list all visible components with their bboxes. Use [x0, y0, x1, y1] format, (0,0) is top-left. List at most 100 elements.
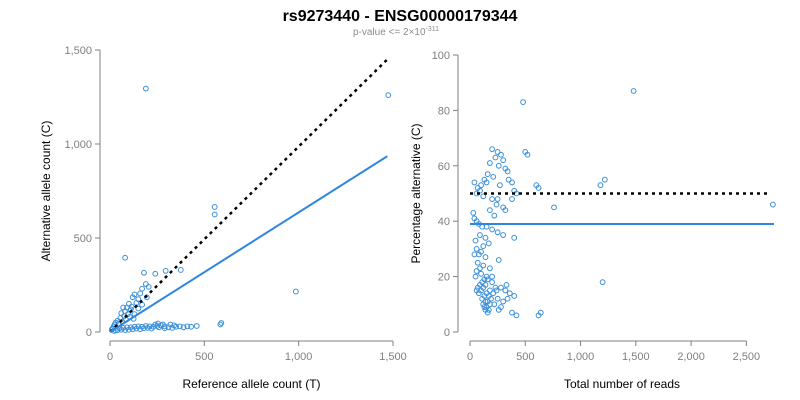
right-data-point: [509, 179, 515, 186]
left-fit-line: [109, 155, 388, 333]
right-data-point: [498, 151, 504, 158]
right-data-point: [494, 295, 501, 302]
left-data-point: [217, 321, 224, 328]
right-data-point: [484, 171, 491, 178]
right-data-point: [486, 160, 493, 166]
right-data-point: [474, 259, 481, 266]
left-scatter-panel: 0 500 1,000 1,500 0 500 1,000 1,500 Reference al…: [39, 45, 407, 391]
left-data-point: [177, 267, 184, 273]
right-data-point: [524, 151, 531, 158]
right-data-point: [495, 162, 502, 169]
left-data-point: [129, 326, 136, 333]
left-x-tick-label: 1,500: [379, 351, 407, 363]
right-data-point: [551, 204, 557, 211]
right-data-point: [481, 304, 488, 310]
left-data-point: [188, 323, 195, 330]
right-data-point: [471, 179, 478, 186]
left-y-tick-label: 0: [86, 327, 92, 339]
right-data-point: [486, 287, 493, 294]
right-data-point: [489, 273, 496, 280]
right-data-point: [490, 173, 497, 180]
right-data-point: [492, 284, 499, 291]
right-data-point: [513, 312, 520, 319]
right-data-point: [769, 201, 776, 208]
left-data-point: [137, 290, 144, 297]
right-x-tick-label: 0: [467, 351, 473, 363]
right-data-point: [470, 209, 477, 216]
left-data-point: [171, 322, 178, 329]
left-data-point: [156, 324, 162, 331]
left-y-tick-label: 500: [74, 233, 92, 245]
right-data-point: [506, 290, 513, 297]
right-data-point: [504, 168, 511, 175]
right-data-point: [471, 251, 478, 258]
right-y-tick-label: 100: [432, 50, 450, 62]
left-data-point: [144, 324, 151, 331]
left-data-point: [176, 323, 183, 330]
right-x-axis-label: Total number of reads: [564, 377, 680, 391]
right-data-point: [509, 309, 515, 316]
right-data-point: [480, 243, 487, 250]
left-data-point: [141, 269, 147, 276]
left-data-point: [128, 303, 135, 310]
left-data-point: [184, 323, 191, 330]
left-data-point: [167, 321, 174, 328]
left-reference-line: [109, 56, 391, 333]
right-data-point: [480, 301, 487, 308]
right-data-point: [498, 284, 504, 291]
left-data-point: [125, 326, 132, 333]
right-data-point: [484, 276, 491, 283]
left-data-point: [148, 325, 155, 332]
right-x-tick-label: 1,000: [567, 351, 595, 363]
right-data-point: [486, 265, 493, 272]
left-y-axis-label: Alternative allele count (C): [39, 121, 53, 262]
right-data-point: [509, 196, 515, 202]
right-data-point: [474, 284, 481, 291]
left-data-point: [118, 326, 125, 333]
right-data-point: [491, 212, 498, 219]
right-data-point: [537, 309, 544, 316]
left-data-point: [122, 327, 128, 334]
right-data-point: [502, 287, 509, 294]
right-data-point: [477, 232, 483, 238]
right-data-point: [480, 193, 487, 200]
left-data-point: [152, 270, 159, 277]
left-x-axis-label: Reference allele count (T): [182, 377, 320, 391]
right-data-point: [485, 240, 492, 247]
right-data-point: [493, 201, 500, 208]
left-data-point: [385, 92, 392, 99]
right-data-point: [520, 99, 526, 105]
right-x-tick-label: 2,500: [733, 351, 761, 363]
left-data-point: [162, 268, 169, 274]
right-data-point: [505, 176, 512, 183]
left-data-point: [180, 324, 187, 331]
right-data-point: [483, 179, 490, 186]
right-data-point: [478, 182, 484, 189]
right-data-point: [482, 254, 489, 261]
right-data-point: [496, 182, 503, 189]
right-data-point: [480, 262, 487, 269]
left-y-tick-label: 1,500: [64, 45, 92, 57]
right-data-point: [492, 154, 499, 161]
right-data-point: [486, 207, 493, 214]
right-data-point: [489, 226, 496, 233]
right-data-point: [488, 295, 494, 302]
subtitle-text: p-value <= 2×10: [353, 27, 426, 38]
chart-title: rs9273440 - ENSG00000179344: [283, 8, 518, 25]
right-data-point: [601, 176, 608, 183]
right-data-point: [495, 257, 502, 263]
right-data-point: [482, 234, 489, 241]
left-data-point: [142, 281, 149, 287]
right-data-point: [472, 237, 479, 244]
right-data-point: [597, 182, 604, 189]
left-data-point: [120, 304, 127, 311]
chart-subtitle: p-value <= 2×10-311: [353, 26, 439, 38]
right-data-point: [511, 293, 518, 299]
right-data-point: [484, 309, 491, 316]
right-y-tick-label: 20: [438, 272, 450, 284]
right-data-point: [491, 301, 498, 308]
right-x-tick-label: 1,500: [622, 351, 650, 363]
right-data-point: [511, 234, 518, 241]
right-y-axis-label: Percentage alternative (C): [409, 123, 423, 263]
